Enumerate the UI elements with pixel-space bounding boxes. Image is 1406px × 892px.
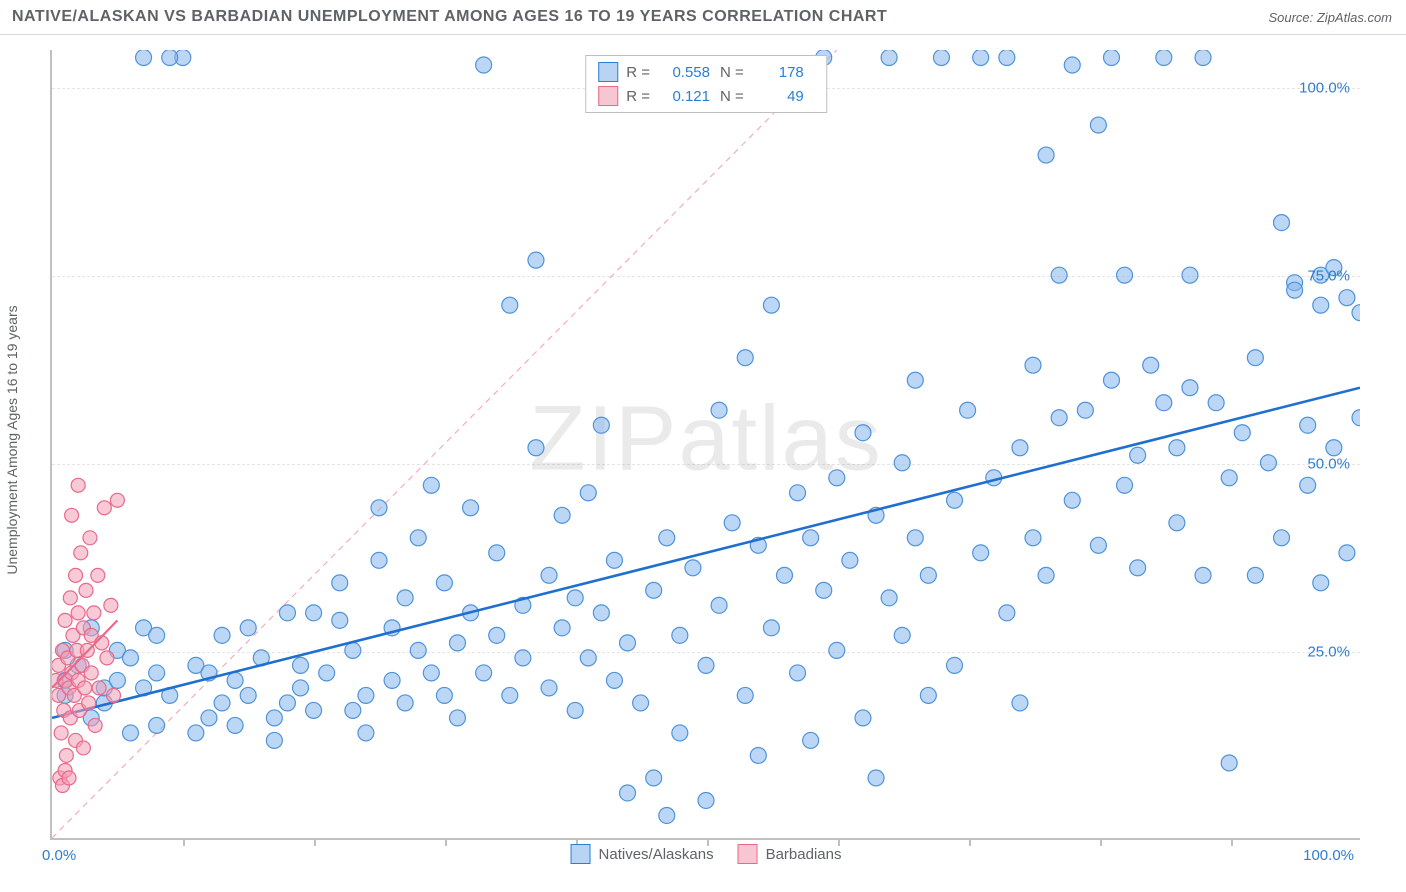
plot-canvas (52, 50, 1360, 838)
y-tick-label: 100.0% (1299, 79, 1350, 96)
x-tick-mark (1231, 838, 1233, 846)
legend-n-value: 178 (748, 64, 804, 81)
x-tick-mark (183, 838, 185, 846)
title-bar: NATIVE/ALASKAN VS BARBADIAN UNEMPLOYMENT… (0, 0, 1406, 35)
legend-r-value: 0.121 (654, 88, 710, 105)
x-tick-max: 100.0% (1303, 847, 1354, 864)
legend-series-label: Natives/Alaskans (599, 846, 714, 863)
legend-r-label: R = (626, 64, 650, 81)
y-tick-label: 25.0% (1307, 643, 1350, 660)
legend-stats-row: R =0.121 N =49 (586, 84, 826, 108)
legend-swatch (598, 62, 618, 82)
y-tick-label: 75.0% (1307, 267, 1350, 284)
x-tick-mark (969, 838, 971, 846)
legend-n-label: N = (720, 88, 744, 105)
legend-swatch (738, 844, 758, 864)
y-tick-label: 50.0% (1307, 455, 1350, 472)
legend-stats-row: R =0.558 N =178 (586, 60, 826, 84)
legend-r-value: 0.558 (654, 64, 710, 81)
x-tick-mark (445, 838, 447, 846)
legend-series-item: Natives/Alaskans (571, 844, 714, 864)
x-tick-mark (314, 838, 316, 846)
x-tick-min: 0.0% (42, 847, 76, 864)
gridline-h (52, 464, 1360, 465)
source-label: Source: ZipAtlas.com (1268, 10, 1392, 25)
scatter-plot: ZIPatlas R =0.558N =178R =0.121N =49 0.0… (50, 50, 1360, 840)
legend-stats: R =0.558 N =178 R =0.121 N =49 (585, 55, 827, 113)
gridline-h (52, 276, 1360, 277)
legend-r-label: R = (626, 88, 650, 105)
legend-swatch (598, 86, 618, 106)
legend-series-item: Barbadians (738, 844, 842, 864)
legend-series: Natives/Alaskans Barbadians (571, 844, 842, 864)
y-axis-label: Unemployment Among Ages 16 to 19 years (4, 305, 20, 574)
chart-title: NATIVE/ALASKAN VS BARBADIAN UNEMPLOYMENT… (12, 8, 887, 26)
legend-swatch (571, 844, 591, 864)
legend-n-value: 49 (748, 88, 804, 105)
x-tick-mark (1100, 838, 1102, 846)
watermark: ZIPatlas (529, 386, 882, 491)
legend-series-label: Barbadians (766, 846, 842, 863)
gridline-h (52, 652, 1360, 653)
legend-n-label: N = (720, 64, 744, 81)
